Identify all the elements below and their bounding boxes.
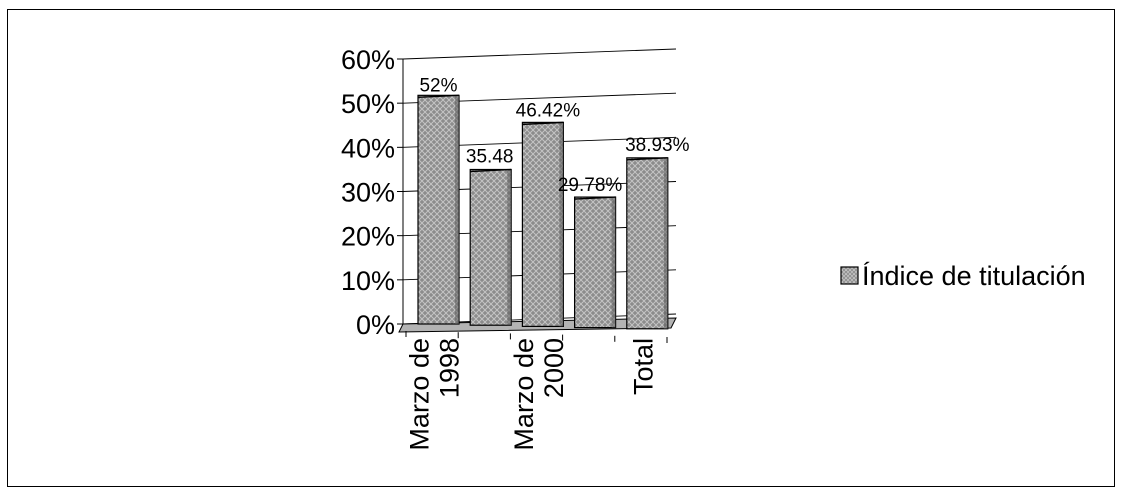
chart-svg: 0% 10% 20% 30% 40% 50% 60% 52% 35.48 46.42% 29.78… bbox=[341, 45, 1086, 451]
bar-body bbox=[469, 168, 512, 326]
bar-4 bbox=[626, 157, 669, 330]
bar-series bbox=[417, 94, 669, 330]
data-labels: 52% 35.48 46.42% 29.78%38.93% bbox=[419, 75, 689, 196]
data-label-3: 29.78% bbox=[558, 175, 623, 196]
data-label-2: 46.42% bbox=[516, 100, 581, 121]
y-tick-label: 60% bbox=[341, 45, 395, 75]
bar-body bbox=[573, 196, 617, 329]
bar-2 bbox=[521, 121, 565, 328]
y-tick-label: 10% bbox=[341, 266, 395, 296]
data-label-4: 38.93% bbox=[625, 135, 690, 156]
y-tick-label: 40% bbox=[341, 133, 395, 163]
bar-side bbox=[455, 95, 459, 324]
category-label-line: Marzo de bbox=[509, 338, 539, 451]
category-label-line: Marzo de bbox=[405, 338, 435, 451]
bar-side bbox=[507, 169, 512, 326]
chart-area: 0% 10% 20% 30% 40% 50% 60% 52% 35.48 46.42% 29.78… bbox=[7, 9, 1115, 487]
category-label-2: Marzo de 2000 bbox=[509, 338, 569, 451]
y-tick-label: 30% bbox=[341, 178, 395, 208]
category-label-4: Total bbox=[628, 338, 658, 395]
category-label-line: 2000 bbox=[539, 338, 569, 398]
bar-top bbox=[417, 94, 460, 99]
bar-top bbox=[626, 157, 668, 161]
bar-0 bbox=[417, 94, 460, 325]
gridline bbox=[402, 48, 677, 60]
bar-side bbox=[559, 122, 564, 327]
data-label-1: 35.48 bbox=[466, 146, 514, 167]
bar-body bbox=[521, 121, 565, 328]
bar-side bbox=[611, 197, 616, 328]
y-tick-label: 20% bbox=[341, 222, 395, 252]
data-label-0: 52% bbox=[419, 75, 457, 96]
bar-top bbox=[470, 168, 512, 173]
category-label-line: 1998 bbox=[435, 338, 465, 398]
bar-side bbox=[663, 157, 668, 329]
bar-body bbox=[626, 157, 669, 330]
legend-swatch bbox=[840, 266, 859, 285]
y-tick-label: 0% bbox=[356, 310, 395, 340]
bar-top bbox=[522, 121, 564, 126]
category-label-line: Total bbox=[628, 338, 658, 395]
legend: Índice de titulación bbox=[840, 261, 1086, 291]
bar-top bbox=[574, 196, 616, 200]
bar-3 bbox=[573, 196, 617, 329]
legend-entry-label: Índice de titulación bbox=[862, 261, 1086, 291]
bar-body bbox=[417, 94, 460, 325]
value-axis: 0% 10% 20% 30% 40% 50% 60% bbox=[341, 45, 404, 340]
bar-1 bbox=[469, 168, 512, 326]
category-label-0: Marzo de 1998 bbox=[405, 338, 465, 451]
category-axis: Marzo de 1998 Marzo de 2000 Total bbox=[405, 331, 668, 451]
y-tick-label: 50% bbox=[341, 89, 395, 119]
